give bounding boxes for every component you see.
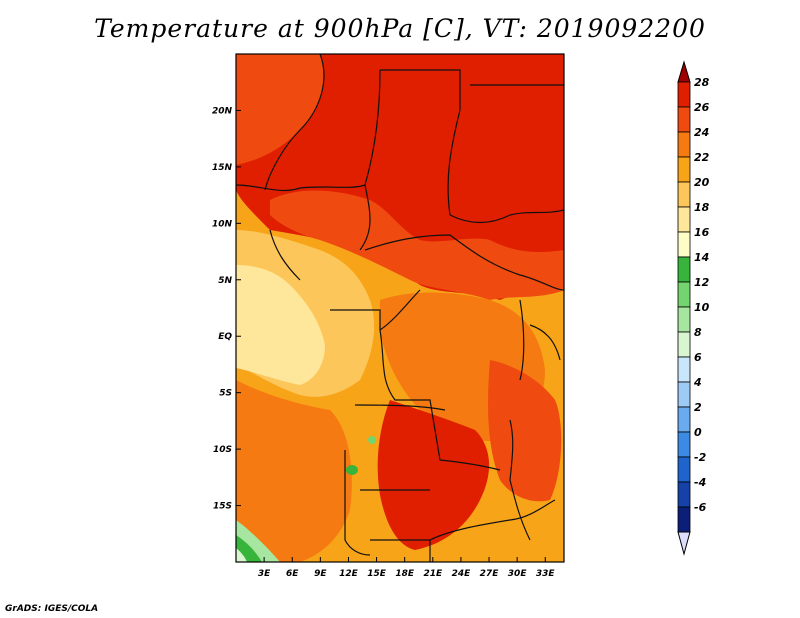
colorbar-segment (677, 256, 691, 283)
lon-tick-label: 18E (395, 569, 415, 579)
colorbar-label: 28 (694, 76, 710, 89)
colorbar-label: 24 (694, 126, 709, 139)
field-southwest (236, 380, 352, 562)
colorbar-label: -4 (694, 476, 706, 489)
longitude-axis: 3E 6E 9E 12E 15E 18E 21E 24E 27E 30E 33E (258, 557, 556, 579)
colorbar-segment (677, 181, 691, 208)
lat-tick-label: 20N (212, 106, 233, 116)
colorbar-label: 22 (694, 151, 710, 164)
colorbar-segment (677, 481, 691, 508)
field-cool-spot-2 (368, 436, 376, 444)
colorbar-label: 16 (694, 226, 710, 239)
field-coast-cooler (236, 265, 325, 385)
colorbar-segment (677, 306, 691, 333)
colorbar-label: 0 (694, 426, 702, 439)
colorbar-segment (677, 431, 691, 458)
lon-tick-label: 3E (258, 569, 271, 579)
footer-credit: GrADS: IGES/COLA (5, 604, 99, 614)
colorbar-label: 26 (694, 101, 710, 114)
lat-tick-label: 15S (213, 502, 232, 512)
colorbar-segment (677, 106, 691, 133)
lat-tick-label: 5S (219, 389, 232, 399)
colorbar-segment (677, 381, 691, 408)
colorbar-segment (677, 456, 691, 483)
lat-tick-label: EQ (218, 332, 232, 342)
field-east-hot (488, 360, 562, 502)
lon-tick-label: 15E (367, 569, 387, 579)
colorbar-label: 8 (694, 326, 702, 339)
colorbar-label: 12 (694, 276, 710, 289)
colorbar-segment (677, 156, 691, 183)
colorbar-segment (677, 206, 691, 233)
lon-tick-label: 24E (452, 569, 472, 579)
field-core-sahel (270, 190, 564, 300)
lat-tick-label: 15N (212, 163, 233, 173)
colorbar-segment (677, 331, 691, 358)
field-south-hot (377, 400, 490, 550)
colorbar-segment (677, 356, 691, 383)
field-sw-corner-3 (236, 548, 247, 562)
colorbar-label: 10 (694, 301, 710, 314)
colorbar-label: 6 (694, 351, 702, 364)
colorbar-segment (677, 281, 691, 308)
colorbar-segment (677, 406, 691, 433)
colorbar-top-arrow (677, 60, 691, 83)
latitude-axis: 20N 15N 10N 5N EQ 5S 10S 15S (212, 106, 241, 512)
lon-tick-label: 12E (339, 569, 359, 579)
colorbar-label: -2 (694, 451, 707, 464)
colorbar-segment (677, 231, 691, 258)
colorbar-label: 14 (694, 251, 709, 264)
colorbar-bottom-arrow (677, 531, 691, 556)
colorbar-label: 2 (694, 401, 702, 414)
colorbar-segment (677, 506, 691, 533)
lat-tick-label: 5N (218, 276, 232, 286)
lat-tick-label: 10N (212, 219, 233, 229)
lon-tick-label: 33E (536, 569, 556, 579)
lon-tick-label: 21E (423, 569, 443, 579)
map-frame (235, 53, 565, 563)
colorbar-label: 20 (694, 176, 710, 189)
colorbar-segment (677, 81, 691, 108)
lon-tick-label: 30E (508, 569, 528, 579)
map-title: Temperature at 900hPa [C], VT: 201909220… (94, 14, 706, 43)
lat-tick-label: 10S (213, 445, 232, 455)
colorbar-segment (677, 131, 691, 158)
field-cool-spot-1 (346, 465, 358, 475)
colorbar-label: 18 (694, 201, 710, 214)
temperature-field (236, 54, 564, 562)
field-north-orange (236, 54, 324, 165)
colorbar-label: 4 (693, 376, 702, 389)
colorbar-label: -6 (694, 501, 707, 514)
country-borders (236, 54, 564, 562)
lon-tick-label: 27E (480, 569, 500, 579)
lon-tick-label: 6E (286, 569, 299, 579)
lon-tick-label: 9E (314, 569, 327, 579)
